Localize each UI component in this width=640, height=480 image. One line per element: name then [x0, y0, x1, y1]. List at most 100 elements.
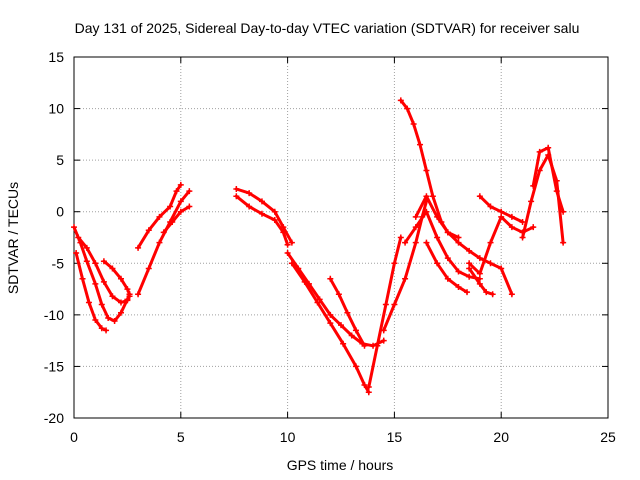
data-point [519, 234, 526, 241]
data-point [71, 224, 77, 231]
data-point [338, 322, 344, 329]
data-point [374, 342, 381, 349]
data-point [246, 203, 253, 210]
data-point [105, 314, 112, 321]
data-point [487, 239, 494, 246]
data-point [553, 188, 560, 195]
data-point [186, 188, 193, 195]
x-tick-label: 0 [70, 429, 78, 445]
data-point [85, 299, 92, 306]
data-point [365, 389, 372, 396]
data-point [498, 213, 505, 220]
plot-frame [73, 56, 609, 419]
data-point [75, 234, 82, 241]
data-point [412, 224, 419, 231]
data-point [380, 327, 387, 334]
data-point [530, 182, 537, 189]
data-point [111, 318, 118, 325]
y-tick-label: 5 [56, 152, 64, 168]
data-point [79, 275, 86, 282]
data-point [124, 286, 131, 293]
data-point [560, 239, 567, 246]
series-line [72, 225, 131, 323]
data-point [124, 297, 131, 304]
x-tick-label: 15 [387, 429, 403, 445]
series-line [403, 210, 482, 281]
data-point [145, 227, 152, 234]
y-tick-label: -5 [52, 255, 65, 271]
data-point [169, 219, 176, 226]
data-point [100, 278, 107, 285]
data-point [98, 325, 105, 332]
data-point [423, 239, 430, 246]
y-tick-label: 15 [48, 49, 64, 65]
data-point [397, 234, 404, 241]
data-point [545, 144, 552, 151]
data-point [301, 278, 308, 285]
data-point [391, 301, 398, 308]
data-point [361, 342, 368, 349]
data-point [519, 219, 526, 226]
data-point [173, 188, 180, 195]
data-point [352, 327, 359, 334]
data-point [92, 317, 99, 324]
data-point [423, 208, 430, 215]
y-tick-label: -10 [44, 307, 64, 323]
data-point [109, 265, 116, 272]
data-point [455, 234, 462, 241]
data-point [103, 327, 110, 334]
grid-lines [74, 57, 608, 418]
data-point [380, 337, 387, 344]
data-point [508, 213, 515, 220]
data-point [117, 309, 124, 316]
data-point [444, 255, 451, 262]
data-point [528, 198, 535, 205]
y-tick-label: 10 [48, 101, 64, 117]
data-point [530, 224, 537, 231]
x-axis-label: GPS time / hours [287, 457, 394, 473]
data-point [288, 260, 295, 267]
data-point [73, 249, 80, 256]
data-point [335, 291, 342, 298]
data-point [177, 198, 184, 205]
data-point [455, 268, 462, 275]
data-point [258, 210, 265, 217]
x-tick-label: 20 [493, 429, 509, 445]
data-point [233, 186, 240, 193]
y-tick-label: -15 [44, 358, 64, 374]
axis-ticks: 0 5 10 15 20 25 -20 -15 -10 -5 0 5 10 15 [44, 49, 616, 445]
data-point [100, 258, 107, 265]
data-point [145, 265, 152, 272]
data-point [404, 105, 411, 112]
x-tick-label: 10 [280, 429, 296, 445]
data-point [83, 244, 90, 251]
data-point [464, 289, 471, 296]
data-point [288, 239, 295, 246]
data-point [434, 260, 441, 267]
series-line [467, 266, 495, 296]
x-tick-label: 5 [177, 429, 185, 445]
data-point [410, 121, 417, 128]
chart-title: Day 131 of 2025, Sidereal Day-to-day VTE… [75, 20, 580, 36]
data-point [92, 280, 99, 287]
x-tick-label: 25 [600, 429, 616, 445]
data-point [160, 229, 167, 236]
data-point [423, 167, 430, 174]
data-point [177, 181, 184, 188]
data-point [412, 239, 419, 246]
data-point [423, 193, 430, 200]
y-tick-label: 0 [56, 204, 64, 220]
data-point [402, 275, 409, 282]
data-point [117, 299, 124, 306]
data-point [444, 275, 451, 282]
data-point [156, 213, 163, 220]
data-point [348, 332, 355, 339]
data-point [117, 275, 124, 282]
data-point [271, 208, 278, 215]
data-point [167, 203, 174, 210]
data-point [258, 198, 265, 205]
data-point [498, 265, 505, 272]
data-point [92, 260, 99, 267]
